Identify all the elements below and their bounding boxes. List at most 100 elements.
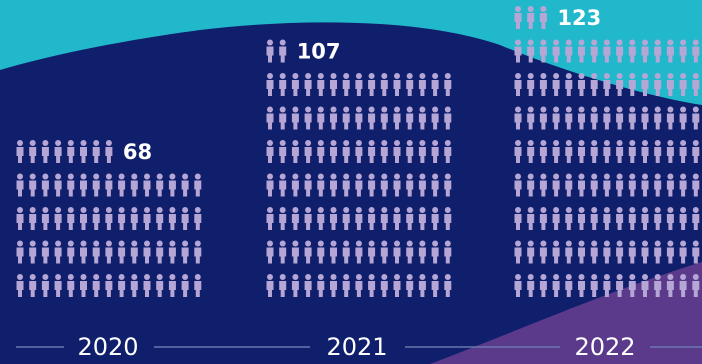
person-icon (679, 240, 687, 264)
person-icon (342, 240, 350, 264)
person-icon (355, 240, 363, 264)
person-icon (355, 173, 363, 197)
person-icon (54, 274, 62, 297)
person-icon (279, 173, 287, 197)
person-icon (29, 274, 37, 297)
person-icon (355, 73, 363, 96)
person-icon (552, 207, 560, 230)
person-icon (181, 274, 189, 297)
person-icon (266, 207, 274, 230)
person-icon (291, 140, 299, 163)
person-icon (565, 39, 573, 63)
person-icon (266, 274, 274, 297)
person-icon (431, 240, 439, 264)
person-icon (279, 240, 287, 264)
person-icon (342, 173, 350, 197)
person-icon (279, 140, 287, 163)
person-icon (80, 140, 87, 163)
person-icon (527, 6, 535, 29)
person-icon (168, 240, 176, 264)
person-icon (431, 106, 439, 130)
person-icon (342, 207, 350, 230)
person-icon (168, 274, 176, 297)
person-icon (279, 274, 287, 297)
person-icon (444, 207, 452, 230)
person-icon (143, 207, 151, 230)
person-icon (578, 173, 585, 197)
person-icon (393, 274, 401, 297)
person-icon (67, 207, 75, 230)
icon-group-2022 (514, 6, 700, 297)
person-icon (317, 173, 325, 197)
person-icon (514, 73, 522, 96)
person-icon (578, 274, 585, 297)
person-icon (368, 106, 376, 130)
person-icon (368, 207, 376, 230)
person-icon (41, 140, 49, 163)
person-icon (514, 240, 522, 264)
person-icon (317, 274, 325, 297)
person-icon (514, 173, 522, 197)
person-icon (431, 207, 439, 230)
person-icon (54, 207, 62, 230)
person-icon (590, 73, 598, 96)
person-icon (342, 274, 350, 297)
value-labels: 68 107 123 (123, 6, 601, 164)
person-icon (539, 240, 547, 264)
person-icon (355, 274, 363, 297)
person-icon (603, 106, 611, 130)
person-icon (666, 274, 674, 297)
person-icon (552, 73, 560, 96)
person-icon (527, 207, 535, 230)
person-icon (406, 240, 414, 264)
person-icon (565, 173, 573, 197)
person-icon (552, 140, 560, 163)
person-icon (418, 207, 426, 230)
person-icon (291, 240, 299, 264)
person-icon (168, 207, 176, 230)
person-icon (654, 274, 662, 297)
person-icon (444, 106, 452, 130)
person-icon (16, 140, 24, 163)
person-icon (418, 106, 426, 130)
person-icon (578, 39, 585, 63)
person-icon (380, 274, 388, 297)
person-icon (181, 207, 189, 230)
person-icon (552, 240, 560, 264)
person-icon (628, 274, 636, 297)
person-icon (628, 106, 636, 130)
person-icon (105, 274, 113, 297)
person-icon (181, 240, 189, 264)
person-icon (418, 73, 426, 96)
person-icon (406, 140, 414, 163)
person-icon (16, 173, 24, 197)
person-icon (16, 207, 24, 230)
person-icon (406, 274, 414, 297)
person-icon (628, 140, 636, 163)
person-icon (304, 106, 312, 130)
person-icon (578, 207, 585, 230)
person-icon (603, 274, 611, 297)
person-icon (527, 106, 535, 130)
person-icon (393, 240, 401, 264)
person-icon (539, 274, 547, 297)
person-icon (194, 207, 202, 230)
person-icon (628, 240, 636, 264)
person-icon (590, 274, 598, 297)
person-icon (666, 73, 674, 96)
person-icon (539, 39, 547, 63)
value-label-2020: 68 (123, 140, 152, 164)
person-icon (330, 207, 337, 230)
person-icon (279, 106, 287, 130)
person-icon (565, 140, 573, 163)
person-icon (80, 173, 87, 197)
person-icon (641, 39, 649, 63)
person-icon (156, 207, 164, 230)
person-icon (118, 274, 126, 297)
person-icon (194, 240, 202, 264)
person-icon (118, 173, 126, 197)
person-icon (317, 106, 325, 130)
person-icon (565, 207, 573, 230)
person-icon (679, 207, 687, 230)
